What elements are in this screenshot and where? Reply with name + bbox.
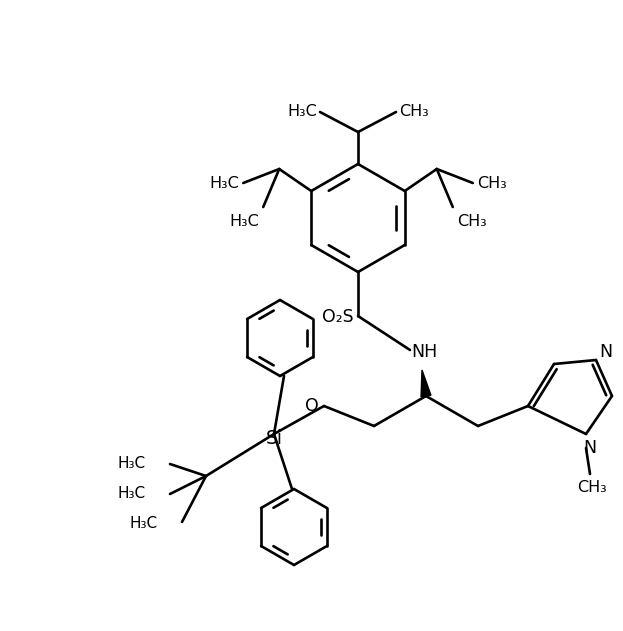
Text: Si: Si [265, 428, 282, 447]
Text: O: O [305, 397, 319, 415]
Text: O₂S: O₂S [322, 308, 354, 326]
Text: H₃C: H₃C [118, 487, 146, 502]
Text: CH₃: CH₃ [457, 213, 487, 228]
Text: H₃C: H₃C [209, 175, 239, 191]
Text: CH₃: CH₃ [399, 105, 429, 119]
Text: CH₃: CH₃ [477, 175, 506, 191]
Text: H₃C: H₃C [130, 517, 158, 531]
Polygon shape [421, 370, 431, 397]
Text: H₃C: H₃C [229, 213, 259, 228]
Text: N: N [599, 343, 612, 361]
Text: H₃C: H₃C [287, 105, 317, 119]
Text: CH₃: CH₃ [577, 480, 607, 495]
Text: H₃C: H₃C [118, 456, 146, 471]
Text: NH: NH [411, 343, 437, 361]
Text: N: N [583, 439, 597, 457]
